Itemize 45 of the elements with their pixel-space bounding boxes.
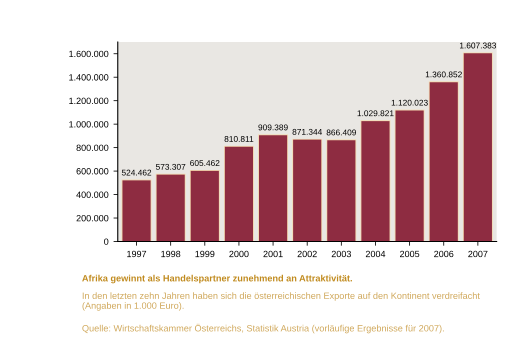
data-label: 871.344: [292, 128, 322, 135]
y-tick-label: 0: [104, 238, 108, 245]
text: In den letzten zehn Jahren haben sich die österreichischen Exporte auf den Kontinent verdreifacht (Angaben in 1.000 Euro).: [82, 292, 480, 311]
x-tick-label: 2002: [298, 250, 317, 258]
data-label: 810.811: [224, 136, 254, 142]
bar: [394, 110, 425, 242]
x-tick-label: 2006: [434, 250, 454, 258]
data-label: 909.389: [258, 124, 288, 130]
data-label: 524.462: [122, 170, 152, 176]
y-tick-label: 200.000: [76, 214, 108, 222]
x-tick-label: 2007: [468, 250, 488, 258]
bar: [258, 134, 288, 242]
y-tick-label: 1.200.000: [69, 98, 108, 104]
x-tick-label: 2000: [229, 250, 249, 258]
text: Afrika gewinnt als Handelspartner zunehmend an Attraktivität.: [82, 274, 352, 284]
y-tick-label: 1.600.000: [69, 50, 108, 58]
data-label: 1.607.383: [460, 42, 496, 48]
bar: [224, 146, 254, 242]
data-label: 605.462: [190, 160, 220, 166]
data-label: 1.120.023: [392, 100, 428, 106]
bar: [292, 138, 322, 242]
bar: [462, 52, 493, 242]
bar: [156, 174, 186, 242]
bar: [122, 180, 152, 242]
source-note: Quelle: Wirtschaftskammer Österreichs, Statistik Austria (vorläufige Ergebnisse für 2007).: [82, 324, 444, 334]
y-tick-label: 600.000: [76, 168, 108, 174]
x-tick-label: 2005: [400, 250, 420, 258]
data-label: 573.307: [156, 164, 186, 170]
x-tick-label: 1997: [127, 250, 146, 258]
x-tick-label: 2004: [366, 250, 386, 258]
y-tick-label: 800.000: [76, 144, 108, 151]
data-label: 1.029.821: [358, 110, 394, 116]
bar: [428, 81, 459, 242]
y-tick-label: 1.400.000: [69, 74, 108, 81]
bar: [326, 139, 356, 242]
bar: [190, 170, 220, 242]
y-tick-label: 1.000.000: [69, 121, 108, 128]
data-label: 866.409: [326, 130, 356, 136]
x-tick-label: 1998: [161, 250, 180, 258]
y-tick-label: 400.000: [76, 192, 108, 198]
data-label: 1.360.852: [426, 71, 462, 78]
x-tick-label: 2001: [263, 250, 283, 258]
x-tick-label: 1999: [195, 250, 214, 258]
bar: [360, 120, 390, 242]
x-tick-label: 2003: [332, 250, 351, 258]
